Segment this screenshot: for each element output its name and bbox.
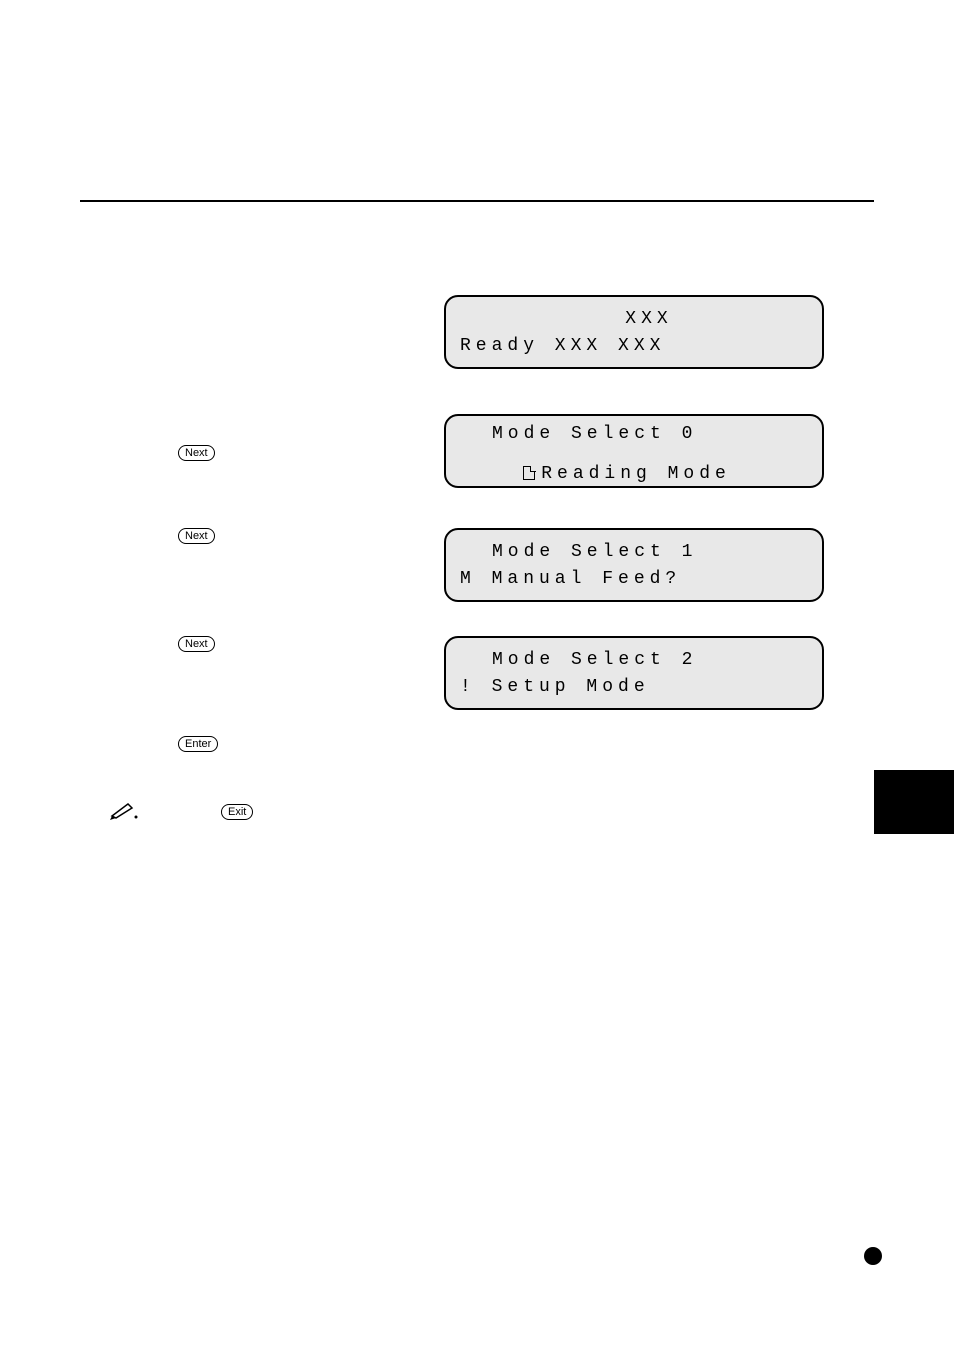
lcd-line: Ready XXX XXX (460, 336, 808, 356)
section-divider (80, 200, 874, 202)
lcd-line: Mode Select 2 (460, 650, 808, 670)
exit-key-label: Exit (221, 804, 253, 820)
document-icon (523, 466, 535, 480)
lcd-display-mode1: Mode Select 1 M Manual Feed? (444, 528, 824, 602)
lcd-text: Reading Mode (541, 464, 731, 484)
lcd-display-ready: XXX Ready XXX XXX (444, 295, 824, 369)
page-edge-tab (874, 770, 954, 834)
lcd-line: XXX (460, 309, 808, 329)
lcd-display-mode2: Mode Select 2 ! Setup Mode (444, 636, 824, 710)
page-indicator-dot (864, 1247, 882, 1265)
enter-key-label: Enter (178, 736, 218, 752)
lcd-line: Reading Mode (460, 444, 808, 504)
lcd-line: Mode Select 0 (460, 424, 808, 444)
next-key-label: Next (178, 445, 215, 461)
lcd-line: M Manual Feed? (460, 569, 808, 589)
next-key-label: Next (178, 636, 215, 652)
lcd-line: Mode Select 1 (460, 542, 808, 562)
next-key-label: Next (178, 528, 215, 544)
lcd-display-mode0: Mode Select 0 Reading Mode (444, 414, 824, 488)
note-icon (110, 800, 140, 820)
lcd-line: ! Setup Mode (460, 677, 808, 697)
